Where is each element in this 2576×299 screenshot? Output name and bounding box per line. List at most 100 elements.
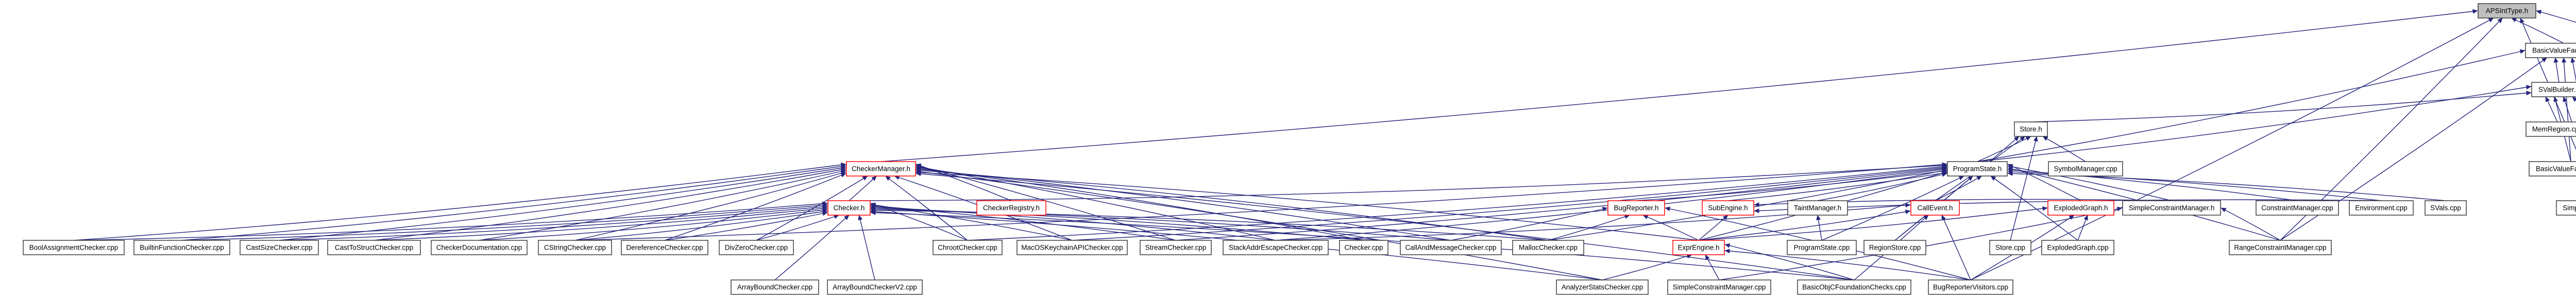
- node-regionstore_cpp[interactable]: RegionStore.cpp: [1863, 240, 1926, 255]
- node-box-dereferencechecker_cpp[interactable]: [621, 240, 708, 255]
- node-checkermanager_h[interactable]: CheckerManager.h: [846, 161, 916, 177]
- node-box-streamchecker_cpp[interactable]: [1140, 240, 1212, 255]
- node-macoskeychainapichecker_cpp[interactable]: MacOSKeychainAPIChecker.cpp: [1016, 240, 1128, 255]
- node-simpleconstraintmanager_h[interactable]: SimpleConstraintManager.h: [2122, 200, 2221, 216]
- node-callevent_h[interactable]: CallEvent.h: [1910, 200, 1960, 216]
- node-box-chrootchecker_cpp[interactable]: [933, 240, 1003, 255]
- node-store_h[interactable]: Store.h: [2014, 121, 2048, 137]
- node-checkerdocumentation_cpp[interactable]: CheckerDocumentation.cpp: [431, 240, 528, 255]
- node-box-simpleconstraintmanager_h[interactable]: [2122, 200, 2221, 216]
- node-dereferencechecker_cpp[interactable]: DereferenceChecker.cpp: [621, 240, 708, 255]
- node-rangeconstraintmanager_cpp[interactable]: RangeConstraintManager.cpp: [2229, 240, 2332, 255]
- node-mallocchecker_cpp[interactable]: MallocChecker.cpp: [1512, 240, 1584, 255]
- node-box-macoskeychainapichecker_cpp[interactable]: [1016, 240, 1128, 255]
- node-box-exprengine_h[interactable]: [1672, 240, 1725, 255]
- node-box-apsinttype_h[interactable]: [2478, 3, 2536, 19]
- node-builtinfunctionchecker_cpp[interactable]: BuiltinFunctionChecker.cpp: [133, 240, 230, 255]
- node-box-builtinfunctionchecker_cpp[interactable]: [133, 240, 230, 255]
- node-memregion_cpp[interactable]: MemRegion.cpp: [2526, 121, 2576, 137]
- node-symbolmanager_cpp[interactable]: SymbolManager.cpp: [2048, 161, 2123, 177]
- node-svals_cpp[interactable]: SVals.cpp: [2425, 200, 2467, 216]
- node-box-basicobjcfoundationchecks_cpp[interactable]: [1797, 279, 1911, 295]
- node-explodedgraph_cpp[interactable]: ExplodedGraph.cpp: [2041, 240, 2114, 255]
- node-environment_cpp[interactable]: Environment.cpp: [2349, 200, 2414, 216]
- node-box-checkerdocumentation_cpp[interactable]: [431, 240, 528, 255]
- edge-builtinfunctionchecker_cpp-to-checker_h: [181, 203, 828, 241]
- node-bugreportervisitors_cpp[interactable]: BugReporterVisitors.cpp: [1928, 279, 2013, 295]
- node-arrayboundchecker_cpp[interactable]: ArrayBoundChecker.cpp: [731, 279, 819, 295]
- node-label-checker_cpp: Checker.cpp: [1344, 244, 1383, 252]
- node-box-casttostructchecker_cpp[interactable]: [327, 240, 421, 255]
- node-constraintmanager_cpp[interactable]: ConstraintManager.cpp: [2256, 200, 2339, 216]
- node-simpleconstraintmanager_cpp[interactable]: SimpleConstraintManager.cpp: [1667, 279, 1771, 295]
- node-box-castsizechecker_cpp[interactable]: [240, 240, 319, 255]
- node-box-basicvaluefactory_h[interactable]: [2525, 43, 2576, 58]
- node-box-subengine_h[interactable]: [1702, 200, 1754, 216]
- node-box-bugreportervisitors_cpp[interactable]: [1928, 279, 2013, 295]
- node-checker_cpp[interactable]: Checker.cpp: [1339, 240, 1388, 255]
- node-boolassignmentchecker_cpp[interactable]: BoolAssignmentChecker.cpp: [23, 240, 125, 255]
- node-box-stackaddrescapechecker_cpp[interactable]: [1223, 240, 1329, 255]
- node-box-constraintmanager_cpp[interactable]: [2256, 200, 2339, 216]
- node-chrootchecker_cpp[interactable]: ChrootChecker.cpp: [933, 240, 1003, 255]
- node-box-basicvaluefactory_cpp[interactable]: [2529, 161, 2576, 177]
- node-box-checker_cpp[interactable]: [1339, 240, 1388, 255]
- node-box-analyzerstatschecker_cpp[interactable]: [1556, 279, 1649, 295]
- node-box-svals_cpp[interactable]: [2425, 200, 2467, 216]
- node-box-simpleconstraintmanager_cpp[interactable]: [1667, 279, 1771, 295]
- node-stackaddrescapechecker_cpp[interactable]: StackAddrEscapeChecker.cpp: [1223, 240, 1329, 255]
- node-basicvaluefactory_cpp[interactable]: BasicValueFactory.cpp: [2529, 161, 2576, 177]
- node-box-symbolmanager_cpp[interactable]: [2048, 161, 2123, 177]
- node-box-taintmanager_h[interactable]: [1787, 200, 1848, 216]
- edge-simpleconstraintmanager_h-to-programstate_h: [2007, 164, 2172, 201]
- node-analyzerstatschecker_cpp[interactable]: AnalyzerStatsChecker.cpp: [1556, 279, 1649, 295]
- node-box-explodedgraph_h[interactable]: [2047, 200, 2114, 216]
- node-box-environment_cpp[interactable]: [2349, 200, 2414, 216]
- node-box-arrayboundchecker_cpp[interactable]: [731, 279, 819, 295]
- node-box-rangeconstraintmanager_cpp[interactable]: [2229, 240, 2332, 255]
- node-box-store_cpp[interactable]: [1989, 240, 2031, 255]
- node-checkerregistry_h[interactable]: CheckerRegistry.h: [976, 200, 1046, 216]
- node-box-explodedgraph_cpp[interactable]: [2041, 240, 2114, 255]
- node-cstringchecker_cpp[interactable]: CStringChecker.cpp: [538, 240, 612, 255]
- node-box-svalbuilder_h[interactable]: [2531, 82, 2576, 97]
- node-streamchecker_cpp[interactable]: StreamChecker.cpp: [1140, 240, 1212, 255]
- node-box-cstringchecker_cpp[interactable]: [538, 240, 612, 255]
- node-apsinttype_h[interactable]: APSIntType.h: [2478, 3, 2536, 19]
- node-box-boolassignmentchecker_cpp[interactable]: [23, 240, 125, 255]
- node-box-divzerochecker_cpp[interactable]: [719, 240, 794, 255]
- node-explodedgraph_h[interactable]: ExplodedGraph.h: [2047, 200, 2114, 216]
- node-box-regionstore_cpp[interactable]: [1863, 240, 1926, 255]
- node-box-arrayboundcheckerv2_cpp[interactable]: [827, 279, 923, 295]
- node-divzerochecker_cpp[interactable]: DivZeroChecker.cpp: [719, 240, 794, 255]
- node-callandmessagechecker_cpp[interactable]: CallAndMessageChecker.cpp: [1400, 240, 1502, 255]
- node-simplesvalbuilder_cpp[interactable]: SimpleSValBuilder.cpp: [2556, 200, 2576, 216]
- node-exprengine_h[interactable]: ExprEngine.h: [1672, 240, 1725, 255]
- node-box-checkermanager_h[interactable]: [846, 161, 916, 177]
- node-svalbuilder_h[interactable]: SValBuilder.h: [2531, 82, 2576, 97]
- node-box-callevent_h[interactable]: [1910, 200, 1960, 216]
- node-box-bugreporter_h[interactable]: [1607, 200, 1665, 216]
- node-checker_h[interactable]: Checker.h: [827, 200, 871, 216]
- node-box-programstate_cpp[interactable]: [1787, 240, 1857, 255]
- node-box-checker_h[interactable]: [827, 200, 871, 216]
- node-basicobjcfoundationchecks_cpp[interactable]: BasicObjCFoundationChecks.cpp: [1797, 279, 1911, 295]
- node-programstate_h[interactable]: ProgramState.h: [1947, 161, 2008, 177]
- node-box-memregion_cpp[interactable]: [2526, 121, 2576, 137]
- node-box-callandmessagechecker_cpp[interactable]: [1400, 240, 1502, 255]
- node-box-mallocchecker_cpp[interactable]: [1512, 240, 1584, 255]
- node-box-store_h[interactable]: [2014, 121, 2048, 137]
- node-bugreporter_h[interactable]: BugReporter.h: [1607, 200, 1665, 216]
- node-castsizechecker_cpp[interactable]: CastSizeChecker.cpp: [240, 240, 319, 255]
- edge-programstate_h-to-basicvaluefactory_h: [1977, 49, 2526, 162]
- node-store_cpp[interactable]: Store.cpp: [1989, 240, 2031, 255]
- node-basicvaluefactory_h[interactable]: BasicValueFactory.h: [2525, 43, 2576, 58]
- node-subengine_h[interactable]: SubEngine.h: [1702, 200, 1754, 216]
- node-arrayboundcheckerv2_cpp[interactable]: ArrayBoundCheckerV2.cpp: [827, 279, 923, 295]
- node-casttostructchecker_cpp[interactable]: CastToStructChecker.cpp: [327, 240, 421, 255]
- node-box-simplesvalbuilder_cpp[interactable]: [2556, 200, 2576, 216]
- node-taintmanager_h[interactable]: TaintManager.h: [1787, 200, 1848, 216]
- node-box-checkerregistry_h[interactable]: [976, 200, 1046, 216]
- node-programstate_cpp[interactable]: ProgramState.cpp: [1787, 240, 1857, 255]
- node-box-programstate_h[interactable]: [1947, 161, 2008, 177]
